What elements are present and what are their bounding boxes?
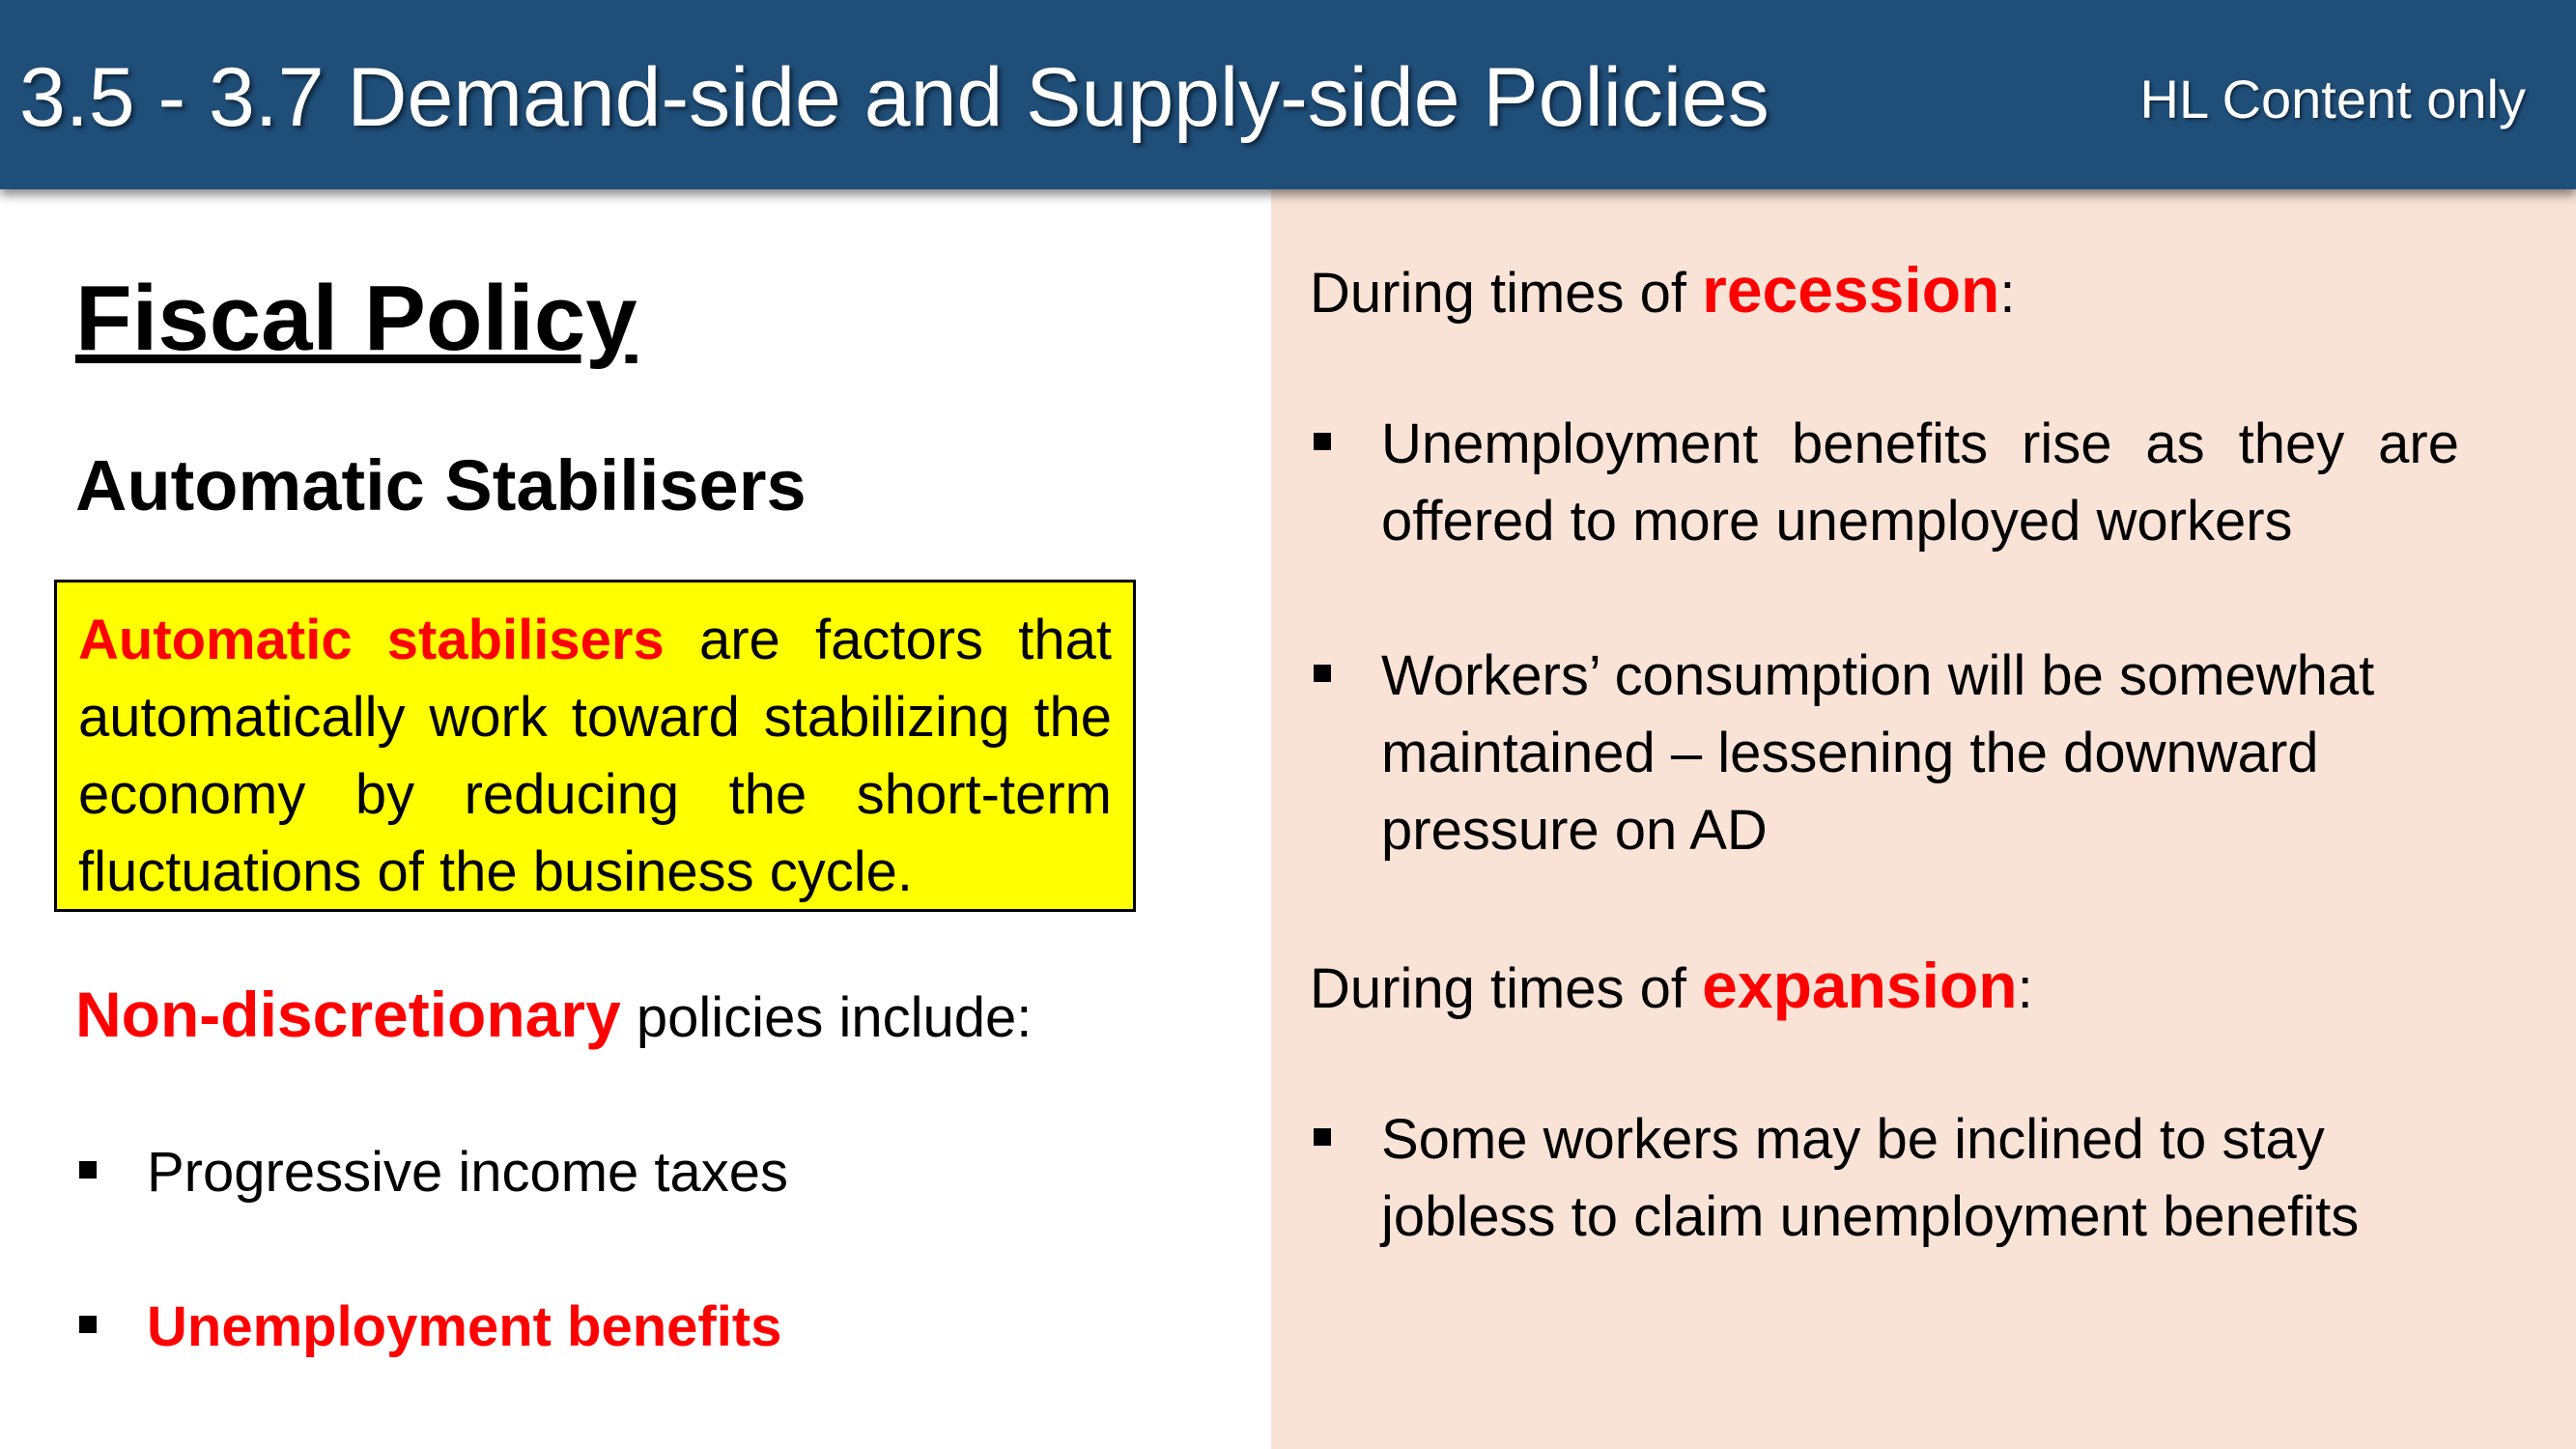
expansion-prefix: During times of <box>1310 957 1703 1020</box>
expansion-point-1: Some workers may be inclined to stay job… <box>1381 1108 2360 1248</box>
list-item: Workers’ consumption will be somewhat ma… <box>1310 638 2459 869</box>
slide-header: 3.5 - 3.7 Demand-side and Supply-side Po… <box>0 0 2576 189</box>
definition-box: Automatic stabilisers are factors that a… <box>54 580 1136 912</box>
non-discretionary-term: Non-discretionary <box>75 979 621 1050</box>
policies-intro-text: policies include: <box>620 986 1033 1049</box>
recession-point-1: Unemployment benefits rise as they are o… <box>1381 412 2459 553</box>
policies-intro: Non-discretionary policies include: <box>75 976 1032 1057</box>
right-panel-background <box>1271 189 2576 1449</box>
square-bullet-icon <box>79 1161 97 1179</box>
expansion-points: Some workers may be inclined to stay job… <box>1310 1101 2459 1333</box>
definition-body: are factors that automatically work towa… <box>78 609 1112 903</box>
hl-content-tag: HL Content only <box>2139 69 2527 129</box>
list-item: Progressive income taxes <box>75 1134 1215 1211</box>
recession-point-2: Workers’ consumption will be somewhat ma… <box>1381 644 2375 862</box>
list-item: Unemployment benefits rise as they are o… <box>1310 406 2459 560</box>
fiscal-policy-heading: Fiscal Policy <box>75 267 637 370</box>
list-item: Unemployment benefits <box>75 1289 1215 1366</box>
square-bullet-icon <box>1314 665 1331 682</box>
automatic-stabilisers-subheading: Automatic Stabilisers <box>75 445 807 526</box>
recession-points: Unemployment benefits rise as they are o… <box>1310 406 2459 947</box>
expansion-heading: During times of expansion: <box>1310 947 2033 1028</box>
expansion-suffix: : <box>2017 957 2033 1020</box>
square-bullet-icon <box>1314 433 1331 450</box>
definition-term: Automatic stabilisers <box>78 609 665 671</box>
policy-unemployment-benefits: Unemployment benefits <box>147 1295 782 1358</box>
recession-term: recession <box>1702 254 2000 326</box>
list-item: Some workers may be inclined to stay job… <box>1310 1101 2459 1256</box>
recession-suffix: : <box>1999 262 2016 325</box>
expansion-term: expansion <box>1702 950 2018 1021</box>
recession-prefix: During times of <box>1310 262 1703 325</box>
square-bullet-icon <box>79 1316 97 1333</box>
recession-heading: During times of recession: <box>1310 251 2015 332</box>
policies-list: Progressive income taxes Unemployment be… <box>75 1134 1215 1443</box>
square-bullet-icon <box>1314 1128 1331 1146</box>
slide-title: 3.5 - 3.7 Demand-side and Supply-side Po… <box>19 51 1769 144</box>
definition-text: Automatic stabilisers are factors that a… <box>78 602 1112 911</box>
policy-progressive-taxes: Progressive income taxes <box>147 1141 789 1204</box>
